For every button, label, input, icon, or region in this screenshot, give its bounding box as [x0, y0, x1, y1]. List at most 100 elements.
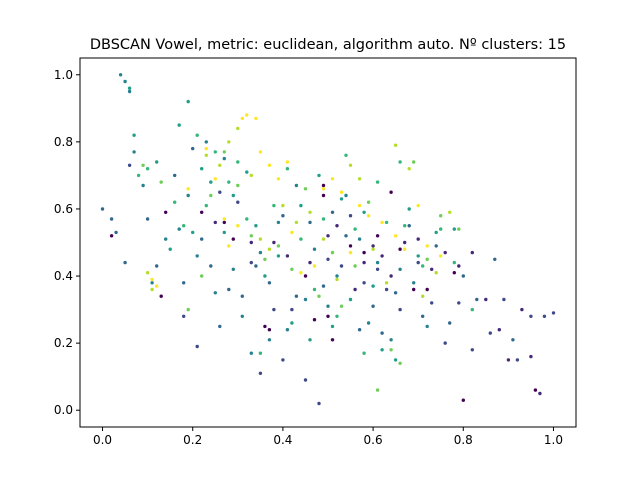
data-point	[375, 260, 380, 265]
plot-frame	[79, 57, 577, 428]
cluster-0-series	[109, 183, 538, 402]
data-point	[461, 274, 465, 278]
x-tick-label: 0.0	[93, 433, 112, 447]
data-point	[335, 314, 339, 318]
data-point	[213, 220, 217, 225]
data-point	[308, 220, 312, 225]
data-point	[123, 79, 127, 84]
data-point	[389, 190, 393, 194]
data-point	[348, 244, 353, 248]
data-point	[290, 321, 294, 325]
data-point	[416, 254, 420, 258]
cluster-5-series	[127, 86, 456, 362]
data-point	[267, 247, 272, 251]
data-point	[434, 271, 438, 275]
data-point	[127, 89, 132, 94]
data-point	[303, 187, 308, 191]
data-point	[200, 237, 204, 241]
data-point	[335, 274, 339, 278]
data-point	[448, 210, 452, 214]
data-point	[281, 358, 285, 362]
data-point	[249, 351, 253, 355]
data-point	[542, 314, 547, 318]
data-point	[236, 160, 240, 164]
data-point	[204, 203, 208, 208]
data-point	[339, 190, 344, 194]
x-tick-label: 0.4	[273, 433, 292, 447]
data-point	[430, 301, 434, 305]
data-point	[285, 254, 290, 258]
data-point	[488, 331, 492, 335]
data-point	[412, 287, 416, 292]
data-point	[276, 244, 281, 248]
data-point	[348, 214, 353, 218]
data-point	[195, 254, 199, 258]
data-point	[236, 126, 240, 131]
data-point	[150, 281, 154, 285]
data-point	[182, 314, 186, 318]
data-point	[182, 281, 186, 285]
data-point	[506, 358, 511, 362]
data-point	[403, 224, 407, 228]
cluster-9-series	[150, 113, 443, 288]
data-point	[213, 150, 217, 154]
data-point	[290, 307, 294, 312]
data-point	[227, 180, 231, 184]
data-point	[403, 247, 407, 251]
data-point	[357, 328, 362, 332]
data-point	[109, 217, 114, 221]
data-point	[357, 203, 362, 208]
data-point	[249, 234, 253, 238]
data-point	[421, 314, 425, 318]
cluster-3-series	[100, 146, 515, 342]
data-point	[430, 267, 434, 271]
data-point	[321, 284, 326, 288]
data-point	[145, 167, 150, 171]
data-point	[403, 240, 407, 245]
y-tick-label: 1.0	[54, 68, 73, 82]
data-point	[145, 271, 150, 275]
data-point	[191, 230, 195, 235]
data-point	[303, 378, 308, 382]
data-point	[263, 274, 267, 278]
data-point	[263, 324, 267, 329]
data-point	[164, 210, 168, 214]
data-point	[502, 297, 506, 302]
data-point	[326, 314, 330, 318]
data-point	[218, 324, 222, 329]
data-point	[249, 240, 253, 245]
data-point	[321, 237, 326, 241]
data-point	[177, 227, 181, 231]
data-point	[384, 220, 389, 225]
data-point	[245, 113, 249, 117]
data-point	[200, 210, 204, 214]
data-point	[398, 361, 402, 365]
data-point	[218, 163, 222, 167]
data-point	[384, 287, 389, 292]
data-point	[177, 123, 181, 127]
data-point	[393, 234, 398, 238]
data-point	[209, 193, 213, 198]
data-point	[515, 358, 520, 362]
data-point	[186, 307, 190, 312]
data-point	[326, 234, 330, 238]
data-point	[123, 260, 127, 265]
data-point	[200, 274, 204, 278]
data-point	[236, 224, 240, 228]
data-point	[389, 348, 393, 352]
data-point	[366, 214, 371, 218]
x-axis-ticks: 0.0 0.2 0.4 0.6 0.8 1.0	[93, 427, 563, 447]
data-point	[285, 160, 290, 164]
data-point	[272, 240, 276, 245]
data-point	[407, 224, 411, 228]
data-point	[308, 210, 312, 214]
data-point	[348, 163, 353, 167]
data-point	[375, 180, 380, 184]
data-point	[457, 264, 461, 268]
cluster-7-series	[141, 150, 461, 392]
data-point	[222, 230, 226, 235]
y-tick-label: 0.6	[54, 202, 73, 216]
data-point	[195, 133, 199, 137]
